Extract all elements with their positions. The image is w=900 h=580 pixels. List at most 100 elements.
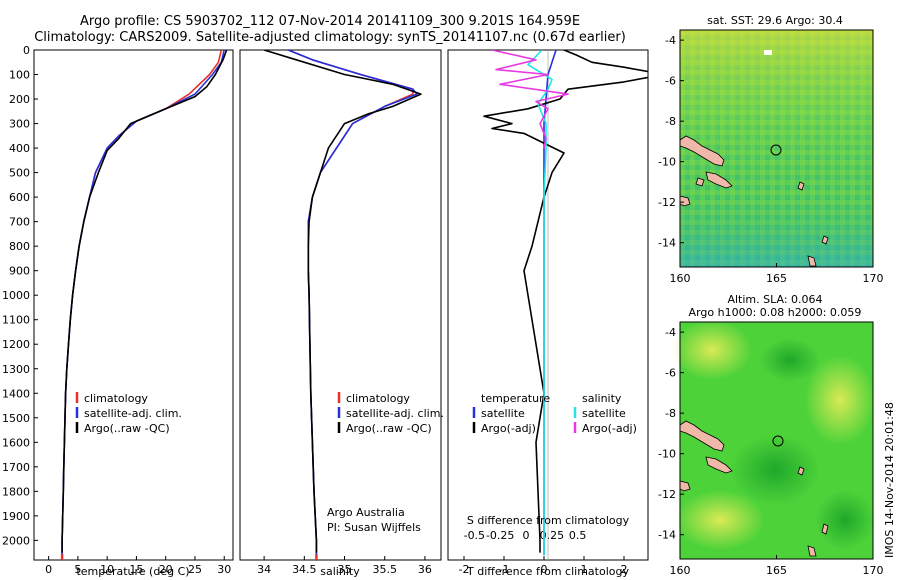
map-y-tick-label: -6 — [665, 367, 676, 380]
depth-tick-label: 200 — [9, 93, 30, 106]
x-tick-label: 0 — [541, 563, 548, 576]
series-line-argo-raw-qc — [263, 50, 422, 553]
sst-map-axes: 160 165 170 -4 -6 -8 -10 -12 -14 — [658, 34, 883, 285]
depth-tick-label: 1400 — [2, 387, 30, 400]
x-tick-label: 0 — [45, 563, 52, 576]
x-tick-label: 20 — [159, 563, 173, 576]
depth-tick-label: 800 — [9, 240, 30, 253]
map-y-tick-label: -10 — [658, 448, 676, 461]
map-y-tick-label: -4 — [665, 34, 676, 47]
legend-temperature-heading: temperature — [481, 392, 550, 405]
island-shape — [821, 235, 829, 245]
island-shape — [821, 523, 829, 535]
x-tick-label: 5 — [74, 563, 81, 576]
map-x-tick-label: 160 — [670, 564, 691, 577]
x-tick-label: 10 — [100, 563, 114, 576]
map-y-tick-label: -14 — [658, 529, 676, 542]
x-tick-label: 2 — [621, 563, 628, 576]
legend-sal-satellite-label: satellite — [582, 407, 626, 420]
map-y-tick-label: -10 — [658, 156, 676, 169]
series-line-salinity-satellite — [527, 50, 553, 556]
sst-missing-cell — [764, 50, 772, 55]
legend-satellite-label: satellite-adj. clim. — [346, 407, 444, 420]
s-difference-axis: -0.5 -0.25 0 0.25 0.5 — [464, 529, 587, 542]
x-tick-label: -2 — [459, 563, 470, 576]
x-tick-label: 1 — [581, 563, 588, 576]
sst-map-title: sat. SST: 29.6 Argo: 30.4 — [707, 14, 843, 27]
s-diff-tick-label: 0.25 — [540, 529, 565, 542]
imos-timestamp: IMOS 14-Nov-2014 20:01:48 — [883, 402, 896, 558]
salinity-axis: 34 34.5 35 35.5 36 — [257, 556, 432, 576]
map-x-tick-label: 170 — [863, 272, 884, 285]
map-x-tick-label: 170 — [863, 564, 884, 577]
legend-argo-label: Argo(..raw -QC) — [84, 422, 170, 435]
island-shape — [807, 545, 817, 557]
sla-high-area — [672, 320, 752, 380]
s-difference-axis-label: S difference from climatology — [467, 514, 630, 527]
credit-pi: PI: Susan Wijffels — [327, 521, 421, 534]
depth-tick-label: 1300 — [2, 363, 30, 376]
depth-tick-label: 1800 — [2, 485, 30, 498]
island-shape — [797, 181, 805, 191]
x-tick-label: 36 — [418, 563, 432, 576]
depth-tick-label: 1900 — [2, 510, 30, 523]
depth-tick-label: 1700 — [2, 461, 30, 474]
argo-position-marker — [772, 435, 784, 447]
legend-temp-argo-label: Argo(-adj) — [481, 422, 536, 435]
difference-profiles — [483, 50, 648, 556]
legend-salinity-heading: salinity — [582, 392, 622, 405]
depth-tick-label: 1100 — [2, 314, 30, 327]
depth-tick-label: 1500 — [2, 412, 30, 425]
map-y-tick-label: -12 — [658, 196, 676, 209]
legend-temp-satellite-label: satellite — [481, 407, 525, 420]
map-x-tick-label: 165 — [766, 564, 787, 577]
s-diff-tick-label: -0.25 — [486, 529, 514, 542]
sst-field-shading — [680, 30, 873, 267]
temperature-profiles — [60, 50, 228, 560]
depth-tick-label: 1000 — [2, 289, 30, 302]
temperature-panel-frame — [33, 49, 234, 561]
x-tick-label: 35.5 — [372, 563, 397, 576]
difference-legend: temperature satellite Argo(-adj) salinit… — [472, 392, 637, 435]
salinity-legend: climatology satellite-adj. clim. Argo(..… — [337, 392, 444, 435]
sla-map-title: Altim. SLA: 0.064 — [727, 293, 822, 306]
map-y-tick-label: -12 — [658, 488, 676, 501]
sst-map — [679, 29, 874, 268]
temperature-axis: 0 5 10 15 20 25 30 — [45, 556, 231, 576]
credit-organisation: Argo Australia — [327, 506, 405, 519]
sla-low-area — [760, 338, 820, 382]
island-shape — [695, 177, 705, 187]
map-y-tick-label: -8 — [665, 407, 676, 420]
sla-map — [672, 320, 875, 560]
island-shape — [679, 135, 725, 167]
series-line-argo-raw-qc — [61, 50, 228, 553]
map-x-tick-label: 165 — [766, 272, 787, 285]
depth-tick-label: 100 — [9, 69, 30, 82]
x-tick-label: 15 — [129, 563, 143, 576]
x-tick-label: 25 — [188, 563, 202, 576]
sla-low-area — [730, 435, 820, 505]
sla-high-area — [675, 490, 765, 550]
depth-tick-label: 600 — [9, 191, 30, 204]
island-shape — [807, 255, 817, 267]
depth-tick-label: 2000 — [2, 534, 30, 547]
map-y-tick-label: -6 — [665, 75, 676, 88]
island-shape — [679, 420, 725, 452]
depth-tick-label: 500 — [9, 167, 30, 180]
legend-satellite-label: satellite-adj. clim. — [84, 407, 182, 420]
temperature-legend: climatology satellite-adj. clim. Argo(..… — [75, 392, 182, 435]
t-difference-axis: -2 -1 0 1 2 — [459, 556, 628, 576]
sla-map-subtitle: Argo h1000: 0.08 h2000: 0.059 — [689, 306, 862, 319]
depth-tick-label: 400 — [9, 142, 30, 155]
map-y-tick-label: -14 — [658, 237, 676, 250]
depth-tick-label: 900 — [9, 265, 30, 278]
depth-tick-label: 700 — [9, 216, 30, 229]
x-tick-label: -1 — [499, 563, 510, 576]
legend-sal-argo-label: Argo(-adj) — [582, 422, 637, 435]
x-tick-label: 35 — [338, 563, 352, 576]
sla-map-axes: 160 165 170 -4 -6 -8 -10 -12 -14 — [658, 326, 883, 577]
depth-tick-label: 300 — [9, 118, 30, 131]
depth-tick-label: 1600 — [2, 436, 30, 449]
temperature-axis-label: temperature (deg C) — [76, 565, 189, 578]
